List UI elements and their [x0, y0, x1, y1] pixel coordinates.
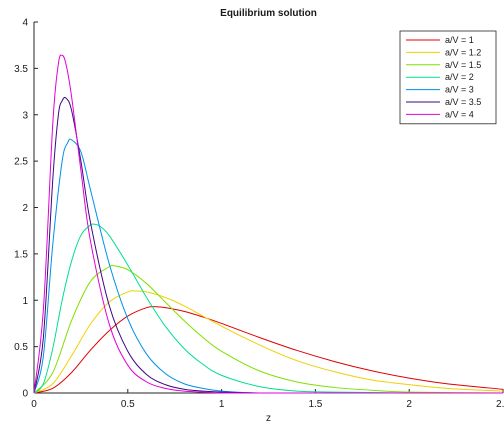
series-line-1 — [33, 306, 504, 394]
legend-label: a/V = 1.5 — [445, 60, 481, 70]
x-tick-label: 0 — [31, 399, 37, 410]
x-tick-label: 1.5 — [308, 399, 322, 410]
legend-label: a/V = 3.5 — [445, 97, 481, 107]
series-line-5 — [33, 138, 503, 394]
legend-label: a/V = 4 — [445, 109, 474, 119]
legend-label: a/V = 1 — [445, 35, 474, 45]
chart-title: Equilibrium solution — [220, 8, 317, 19]
legend: a/V = 1 a/V = 1.2 a/V = 1.5 a/V = 2 a/V = 3 a… — [399, 30, 497, 125]
y-tick-label: 3 — [22, 110, 28, 121]
y-tick-label: 4 — [22, 18, 28, 29]
x-tick-label: 2 — [406, 399, 412, 410]
y-tick-label: 1 — [22, 296, 28, 307]
y-tick-label: 2.5 — [14, 157, 28, 168]
legend-label: a/V = 1.2 — [445, 47, 481, 57]
x-tick-label: 0.5 — [121, 399, 135, 410]
y-tick-label: 3.5 — [14, 64, 28, 75]
y-tick-label: 1.5 — [14, 249, 28, 260]
series-line-7 — [33, 54, 503, 394]
plot-area: 0 0.5 1 1.5 2 2.5 0 0.5 1 1.5 2 2.5 3 3.5 4 — [14, 18, 504, 411]
y-tick-label: 2 — [22, 203, 28, 214]
series-line-3 — [33, 264, 504, 394]
series-line-2 — [33, 290, 504, 394]
series-line-4 — [33, 223, 503, 394]
x-tick-label: 1 — [219, 399, 225, 410]
x-axis-label: z — [266, 413, 271, 424]
x-tick-label: 2.5 — [496, 399, 504, 410]
y-tick-label: 0 — [22, 389, 28, 400]
legend-label: a/V = 3 — [445, 85, 474, 95]
y-tick-label: 0.5 — [14, 342, 28, 353]
legend-label: a/V = 2 — [445, 72, 474, 82]
